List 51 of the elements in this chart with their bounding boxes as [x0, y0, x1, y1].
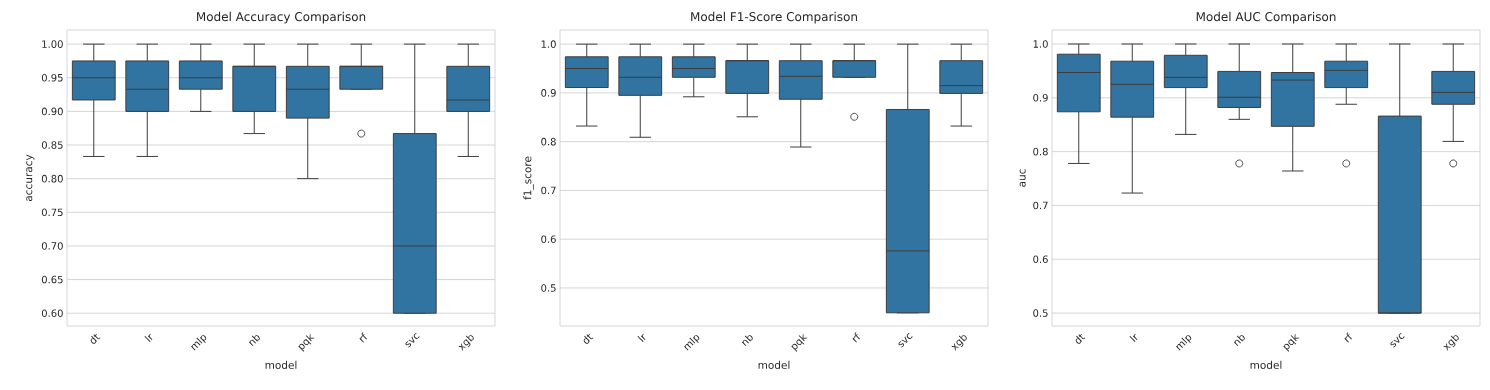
y-tick-label: 0.5	[541, 284, 556, 292]
y-tick-label: 0.7	[1033, 201, 1048, 210]
x-tick-label: lr	[1129, 333, 1138, 342]
y-tick-label: 0.80	[41, 174, 63, 183]
x-tick-label: nb	[1233, 335, 1245, 347]
y-tick-label: 0.5	[1033, 309, 1048, 317]
y-tick-label: 0.70	[41, 242, 63, 250]
chart-title: Model Accuracy Comparison	[197, 11, 366, 24]
y-tick-label: 1.00	[42, 40, 63, 48]
y-tick-label: 0.7	[541, 186, 556, 195]
chart-title: Model AUC Comparison	[1196, 11, 1336, 24]
x-tick-label: rf	[1344, 332, 1352, 343]
x-axis-title: model	[1250, 360, 1282, 369]
x-tick-label: mlp	[190, 335, 207, 351]
y-tick-label: 1.0	[1033, 40, 1048, 48]
y-tick-label: 0.60	[41, 309, 63, 317]
y-axis-title: accuracy	[26, 154, 35, 202]
x-tick-label: xgb	[1443, 335, 1459, 351]
y-tick-label: 0.9	[1033, 94, 1048, 102]
x-tick-label: mlp	[1175, 335, 1192, 351]
y-axis-title: auc	[1019, 169, 1026, 187]
x-tick-label: rf	[359, 332, 367, 343]
x-tick-label: dt	[1075, 334, 1086, 344]
y-tick-label: 0.8	[541, 137, 556, 146]
y-tick-label: 0.65	[41, 275, 63, 284]
x-tick-label: lr	[144, 333, 153, 342]
x-tick-label: nb	[741, 335, 753, 347]
x-tick-label: svc	[1390, 333, 1405, 348]
y-tick-label: 0.9	[541, 89, 556, 97]
y-tick-label: 0.95	[41, 73, 63, 82]
chart-title: Model F1-Score Comparison	[691, 11, 857, 24]
x-tick-label: dt	[90, 334, 101, 344]
y-axis-title: f1_score	[523, 156, 534, 200]
x-tick-label: nb	[248, 335, 260, 347]
x-axis-title: model	[265, 360, 297, 369]
x-tick-label: svc	[405, 333, 420, 348]
x-tick-label: lr	[637, 333, 646, 342]
x-tick-label: mlp	[683, 335, 700, 351]
y-tick-label: 1.0	[541, 40, 556, 48]
x-tick-label: xgb	[951, 335, 967, 351]
x-tick-label: xgb	[458, 335, 474, 351]
y-tick-label: 0.8	[1033, 147, 1048, 156]
y-tick-label: 0.75	[41, 208, 63, 217]
y-tick-label: 0.85	[41, 141, 63, 149]
x-tick-label: rf	[852, 332, 860, 343]
y-tick-label: 0.6	[1033, 255, 1048, 264]
y-tick-label: 0.90	[41, 107, 63, 116]
x-tick-label: svc	[898, 333, 913, 348]
y-tick-label: 0.6	[541, 235, 556, 243]
x-tick-label: dt	[583, 334, 594, 344]
x-axis-title: model	[758, 360, 790, 369]
